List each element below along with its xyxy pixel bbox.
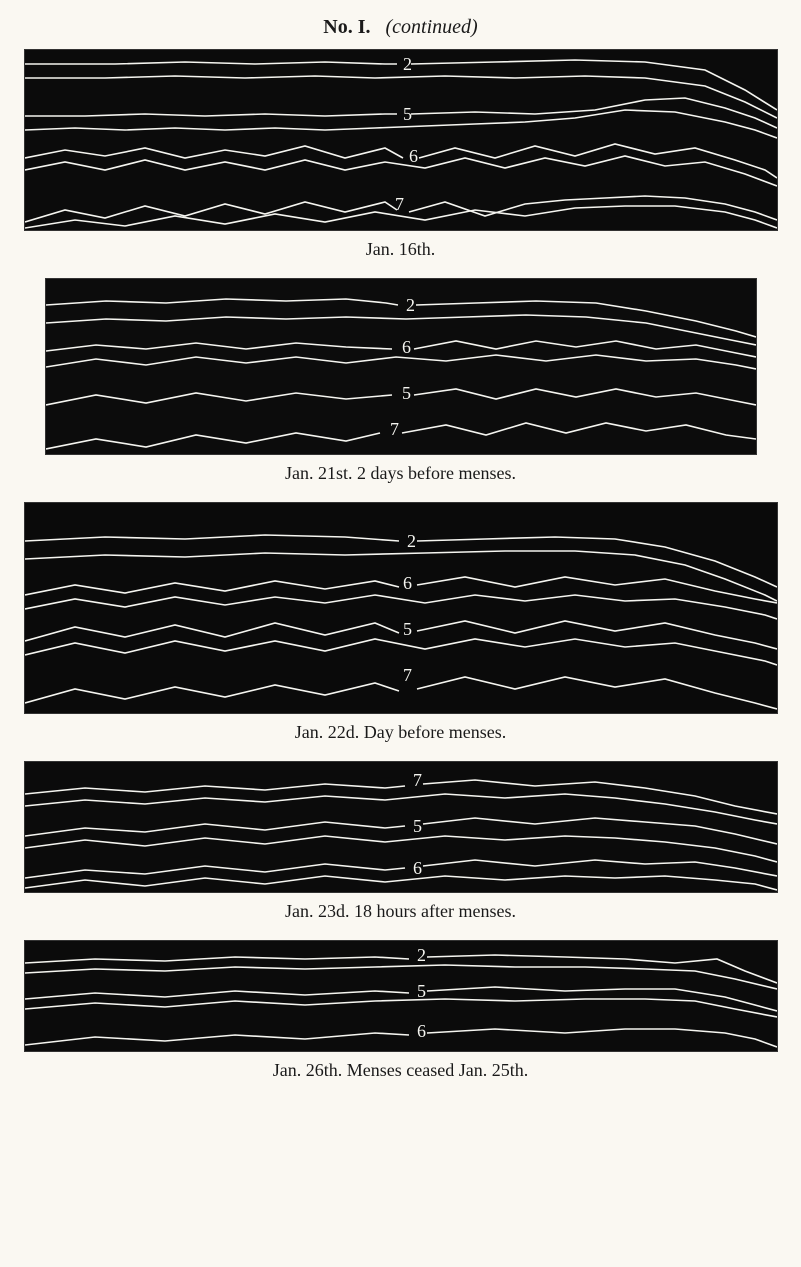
trace-line [25, 535, 399, 541]
trace-line [25, 784, 405, 794]
trace-line [411, 98, 777, 128]
trace-line [25, 551, 777, 601]
trace-line [417, 577, 777, 603]
trace-label: 2 [406, 295, 415, 315]
trace-line [25, 146, 403, 158]
panels-container: 2567Jan. 16th.2657Jan. 21st. 2 days befo… [24, 49, 777, 1081]
tracing-panel: 2 5 6 [24, 940, 778, 1052]
trace-line [417, 677, 777, 709]
trace-label: 7 [390, 419, 399, 439]
trace-line [25, 114, 397, 116]
trace-label: 6 [417, 1021, 426, 1041]
title-suffix: (continued) [386, 16, 478, 38]
trace-line [25, 794, 777, 824]
trace-line [46, 433, 380, 449]
trace-line [423, 818, 777, 844]
trace-label: 2 [407, 531, 416, 551]
trace-line [414, 341, 756, 357]
trace-label: 5 [403, 104, 412, 124]
trace-label: 6 [402, 337, 411, 357]
trace-line [402, 423, 756, 439]
trace-line [411, 60, 777, 110]
trace-label: 7 [403, 665, 412, 685]
trace-label: 6 [413, 858, 422, 878]
panel-caption: Jan. 16th. [24, 239, 777, 260]
trace-line [25, 62, 397, 64]
trace-line [25, 965, 777, 989]
tracing-panel: 7 5 6 [24, 761, 778, 893]
tracing-panel: 2 6 57 [45, 278, 757, 455]
trace-line [25, 581, 399, 595]
trace-label: 5 [403, 619, 412, 639]
trace-line [427, 1029, 777, 1047]
trace-line [46, 393, 392, 405]
trace-label: 5 [417, 981, 426, 1001]
trace-label: 2 [403, 54, 412, 74]
trace-line [25, 683, 399, 703]
trace-line [416, 301, 756, 337]
trace-label: 6 [403, 573, 412, 593]
trace-label: 2 [417, 945, 426, 965]
tracing-panel: 2 5 6 7 [24, 49, 778, 231]
trace-label: 6 [409, 146, 418, 166]
trace-line [46, 355, 756, 369]
tracing-panel: 2 6 5 7 [24, 502, 778, 714]
trace-label: 5 [402, 383, 411, 403]
title-prefix: No. I. [323, 16, 370, 38]
trace-line [46, 315, 756, 345]
trace-label: 5 [413, 816, 422, 836]
panel-caption: Jan. 21st. 2 days before menses. [24, 463, 777, 484]
trace-line [427, 955, 777, 983]
trace-line [25, 957, 409, 963]
trace-line [25, 156, 777, 186]
trace-line [414, 389, 756, 405]
trace-line [46, 343, 392, 351]
trace-line [25, 822, 405, 836]
trace-line [25, 623, 399, 641]
trace-line [423, 860, 777, 876]
trace-line [25, 836, 777, 862]
panel-caption: Jan. 23d. 18 hours after menses. [24, 901, 777, 922]
trace-line [25, 991, 409, 999]
trace-line [25, 864, 405, 878]
panel-caption: Jan. 22d. Day before menses. [24, 722, 777, 743]
trace-line [419, 144, 777, 178]
page-title: No. I. (continued) [24, 16, 777, 39]
page: No. I. (continued) 2567Jan. 16th.2657Jan… [0, 0, 801, 1119]
trace-line [25, 1033, 409, 1045]
trace-line [25, 876, 777, 890]
panel-caption: Jan. 26th. Menses ceased Jan. 25th. [24, 1060, 777, 1081]
trace-line [46, 299, 398, 305]
trace-label: 7 [395, 194, 404, 214]
trace-line [417, 621, 777, 649]
trace-line [25, 639, 777, 665]
trace-line [25, 999, 777, 1017]
trace-line [417, 537, 777, 587]
trace-label: 7 [413, 770, 422, 790]
trace-line [25, 595, 777, 619]
